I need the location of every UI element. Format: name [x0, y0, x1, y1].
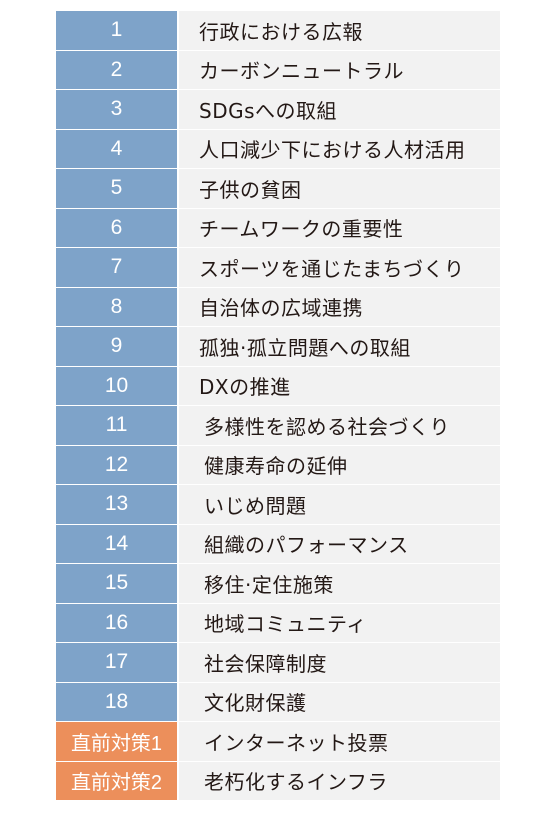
topic-text: スポーツを通じたまちづくり: [179, 248, 500, 287]
row-number: 15: [56, 564, 179, 603]
table-row: 2 カーボンニュートラル: [56, 50, 500, 90]
row-number: 6: [56, 208, 179, 247]
topic-table: 1 行政における広報 2 カーボンニュートラル 3 SDGsへの取組 4 人口減少下における人…: [56, 11, 500, 801]
topic-text: 健康寿命の延伸: [179, 445, 500, 484]
topic-text: 社会保障制度: [179, 643, 500, 682]
topic-text: 自治体の広域連携: [179, 287, 500, 326]
row-number: 9: [56, 327, 179, 366]
row-number: 3: [56, 90, 179, 129]
topic-text: 老朽化するインフラ: [179, 761, 500, 800]
row-number: 12: [56, 445, 179, 484]
row-number: 1: [56, 11, 179, 50]
topic-text: チームワークの重要性: [179, 208, 500, 247]
row-number: 13: [56, 485, 179, 524]
table-row: 直前対策1 インターネット投票: [56, 722, 500, 762]
table-row: 7 スポーツを通じたまちづくり: [56, 248, 500, 288]
row-number: 8: [56, 287, 179, 326]
table-row: 12 健康寿命の延伸: [56, 445, 500, 485]
topic-text: いじめ問題: [179, 485, 500, 524]
table-row: 直前対策2 老朽化するインフラ: [56, 761, 500, 801]
table-row: 17 社会保障制度: [56, 643, 500, 683]
pre-exam-label: 直前対策1: [56, 722, 179, 761]
topic-text: 子供の貧困: [179, 169, 500, 208]
row-number: 11: [56, 406, 179, 445]
table-row: 6 チームワークの重要性: [56, 208, 500, 248]
table-row: 10 DXの推進: [56, 366, 500, 406]
row-number: 5: [56, 169, 179, 208]
topic-text: 地域コミュニティ: [179, 603, 500, 642]
table-row: 5 子供の貧困: [56, 169, 500, 209]
table-row: 14 組織のパフォーマンス: [56, 524, 500, 564]
topic-text: 行政における広報: [179, 11, 500, 50]
row-number: 17: [56, 643, 179, 682]
table-row: 3 SDGsへの取組: [56, 90, 500, 130]
row-number: 14: [56, 524, 179, 563]
topic-text: 移住·定住施策: [179, 564, 500, 603]
table-row: 13 いじめ問題: [56, 485, 500, 525]
row-number: 10: [56, 366, 179, 405]
topic-text: カーボンニュートラル: [179, 50, 500, 89]
table-row: 8 自治体の広域連携: [56, 287, 500, 327]
topic-text: SDGsへの取組: [179, 90, 500, 129]
row-number: 16: [56, 603, 179, 642]
table-row: 11 多様性を認める社会づくり: [56, 406, 500, 446]
topic-text: 文化財保護: [179, 682, 500, 721]
row-number: 18: [56, 682, 179, 721]
topic-text: インターネット投票: [179, 722, 500, 761]
table-row: 9 孤独·孤立問題への取組: [56, 327, 500, 367]
topic-text: 多様性を認める社会づくり: [179, 406, 500, 445]
row-number: 2: [56, 50, 179, 89]
topic-text: 人口減少下における人材活用: [179, 129, 500, 168]
table-row: 1 行政における広報: [56, 11, 500, 51]
pre-exam-label: 直前対策2: [56, 761, 179, 800]
row-number: 4: [56, 129, 179, 168]
topic-text: 組織のパフォーマンス: [179, 524, 500, 563]
table-row: 18 文化財保護: [56, 682, 500, 722]
table-row: 16 地域コミュニティ: [56, 603, 500, 643]
row-number: 7: [56, 248, 179, 287]
topic-text: DXの推進: [179, 366, 500, 405]
table-row: 4 人口減少下における人材活用: [56, 129, 500, 169]
topic-text: 孤独·孤立問題への取組: [179, 327, 500, 366]
table-row: 15 移住·定住施策: [56, 564, 500, 604]
